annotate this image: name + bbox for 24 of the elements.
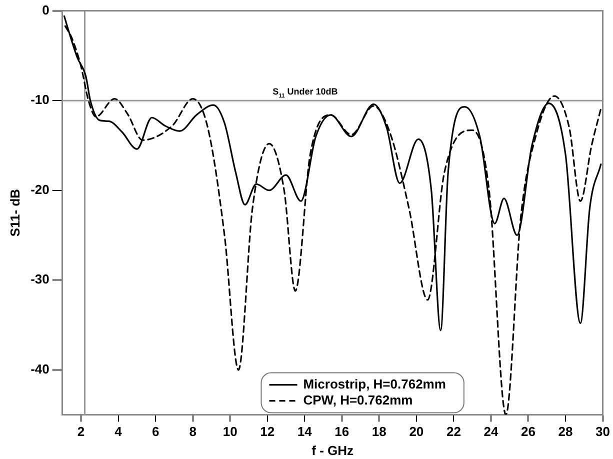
y-tick-label: -20 [30,182,50,197]
x-tick-label: 6 [152,424,160,440]
y-tick-label: -30 [30,272,50,287]
legend-label: CPW, H=0.762mm [303,392,413,408]
x-tick-label: 28 [558,424,573,440]
legend-label: Microstrip, H=0.762mm [303,376,446,392]
x-tick-label: 2 [77,424,85,440]
y-tick-label: -10 [30,92,50,108]
y-tick-label: 0 [42,2,50,18]
x-tick-label: 18 [372,424,386,440]
x-axis-title: f - GHz [312,442,354,458]
x-tick-label: 20 [409,424,424,440]
y-tick-label: -40 [30,361,50,376]
x-tick-label: 8 [189,424,196,440]
x-tick-label: 30 [596,424,610,440]
x-tick-label: 16 [334,424,350,440]
x-tick-label: 4 [114,424,123,440]
x-tick-label: 10 [222,424,238,440]
y-axis-title: S11- dB [7,188,22,237]
x-tick-label: 24 [484,424,499,440]
x-tick-label: 14 [297,424,313,440]
x-tick-label: 22 [446,424,461,440]
x-tick-label: 12 [260,424,275,440]
x-tick-label: 26 [521,424,536,440]
